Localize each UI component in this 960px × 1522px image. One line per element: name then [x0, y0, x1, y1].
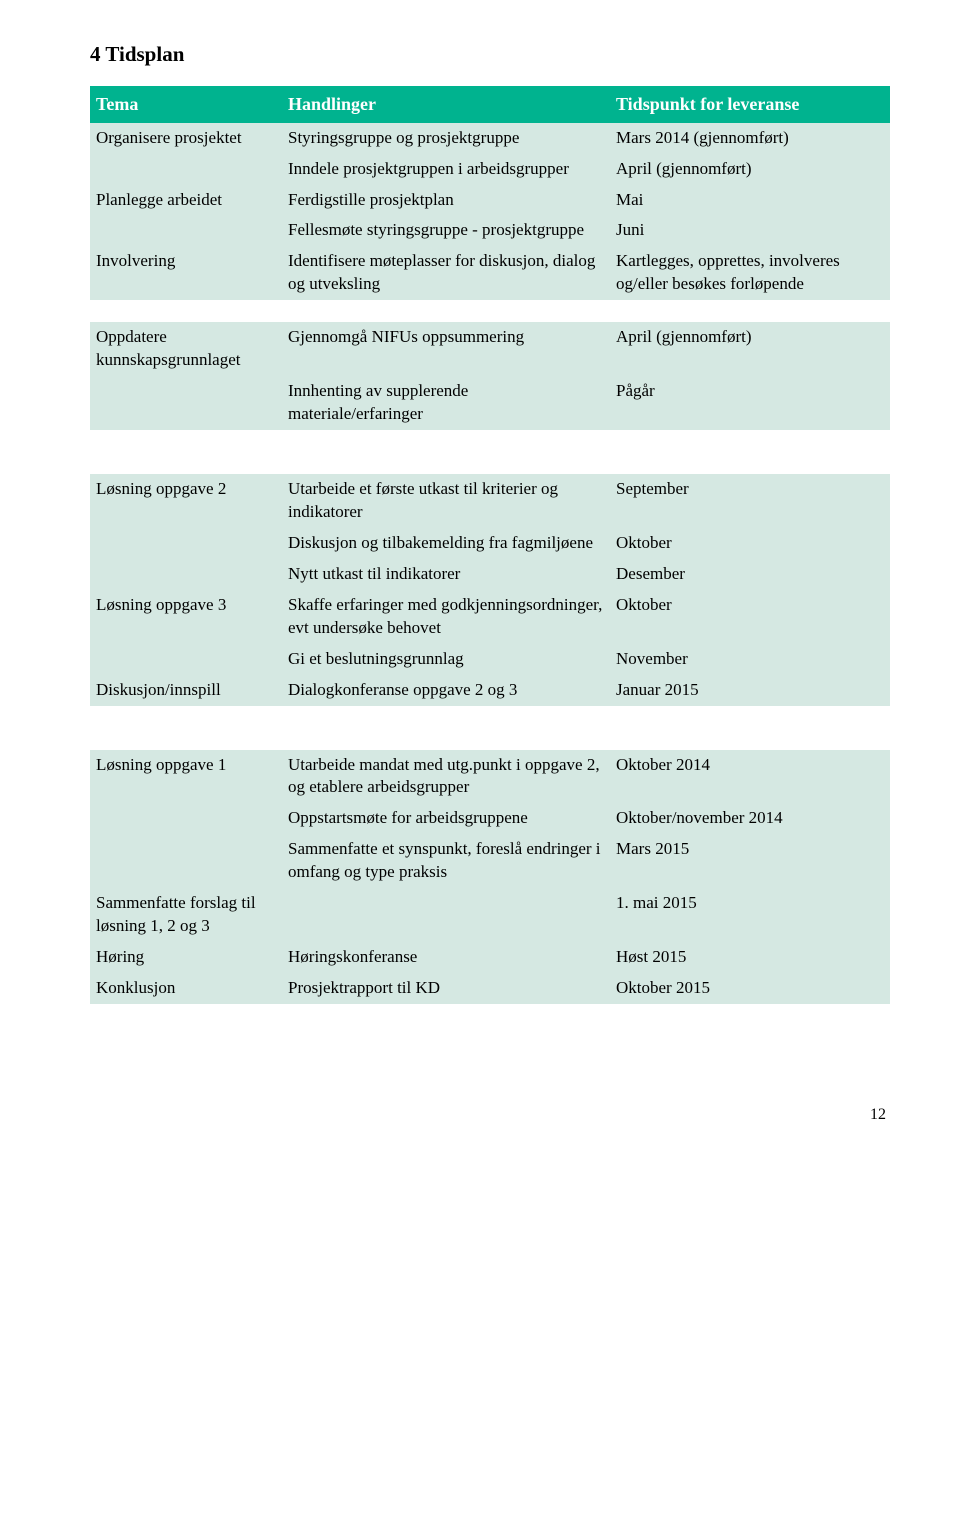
cell-handlinger [282, 888, 610, 942]
table-row: Nytt utkast til indikatorer Desember [90, 559, 890, 590]
spacer-row [90, 300, 890, 322]
table-row: Involvering Identifisere møteplasser for… [90, 246, 890, 300]
table-row: Sammenfatte et synspunkt, foreslå endrin… [90, 834, 890, 888]
cell-tema: Involvering [90, 246, 282, 300]
col-header-tidspunkt: Tidspunkt for leveranse [610, 86, 890, 122]
cell-handlinger: Innhenting av supplerende materiale/erfa… [282, 376, 610, 430]
cell-handlinger: Nytt utkast til indikatorer [282, 559, 610, 590]
table-row: Oppstartsmøte for arbeidsgruppene Oktobe… [90, 803, 890, 834]
cell-tema: Konklusjon [90, 973, 282, 1004]
col-header-handlinger: Handlinger [282, 86, 610, 122]
table-row: Løsning oppgave 1 Utarbeide mandat med u… [90, 750, 890, 804]
table-header-row: Tema Handlinger Tidspunkt for leveranse [90, 86, 890, 122]
page-number: 12 [90, 1104, 890, 1126]
cell-tema: Løsning oppgave 3 [90, 590, 282, 644]
cell-handlinger: Sammenfatte et synspunkt, foreslå endrin… [282, 834, 610, 888]
table-row: Sammenfatte forslag til løsning 1, 2 og … [90, 888, 890, 942]
cell-tema: Løsning oppgave 1 [90, 750, 282, 804]
cell-tidspunkt: 1. mai 2015 [610, 888, 890, 942]
cell-tidspunkt: Pågår [610, 376, 890, 430]
cell-handlinger: Prosjektrapport til KD [282, 973, 610, 1004]
table-row: Oppdatere kunnskapsgrunnlaget Gjennomgå … [90, 322, 890, 376]
cell-tidspunkt: Høst 2015 [610, 942, 890, 973]
section-heading: 4 Tidsplan [90, 40, 890, 68]
cell-tidspunkt: Mars 2015 [610, 834, 890, 888]
cell-tema: Høring [90, 942, 282, 973]
cell-tidspunkt: April (gjennomført) [610, 154, 890, 185]
cell-handlinger: Styringsgruppe og prosjektgruppe [282, 123, 610, 154]
cell-tidspunkt: Januar 2015 [610, 675, 890, 706]
cell-tema: Sammenfatte forslag til løsning 1, 2 og … [90, 888, 282, 942]
cell-tidspunkt: September [610, 474, 890, 528]
cell-handlinger: Ferdigstille prosjektplan [282, 185, 610, 216]
cell-tidspunkt: Mai [610, 185, 890, 216]
cell-tidspunkt: November [610, 644, 890, 675]
cell-tidspunkt: Oktober 2014 [610, 750, 890, 804]
cell-handlinger: Identifisere møteplasser for diskusjon, … [282, 246, 610, 300]
cell-handlinger: Dialogkonferanse oppgave 2 og 3 [282, 675, 610, 706]
cell-tema [90, 559, 282, 590]
table-row: Løsning oppgave 3 Skaffe erfaringer med … [90, 590, 890, 644]
table-row: Diskusjon/innspill Dialogkonferanse oppg… [90, 675, 890, 706]
cell-tidspunkt: Oktober 2015 [610, 973, 890, 1004]
col-header-tema: Tema [90, 86, 282, 122]
cell-handlinger: Utarbeide et første utkast til kriterier… [282, 474, 610, 528]
table-row: Innhenting av supplerende materiale/erfa… [90, 376, 890, 430]
cell-tema [90, 376, 282, 430]
cell-tema: Diskusjon/innspill [90, 675, 282, 706]
cell-tema [90, 644, 282, 675]
cell-handlinger: Inndele prosjektgruppen i arbeidsgrupper [282, 154, 610, 185]
cell-handlinger: Oppstartsmøte for arbeidsgruppene [282, 803, 610, 834]
spacer-row [90, 728, 890, 750]
cell-tidspunkt: Kartlegges, opprettes, involveres og/ell… [610, 246, 890, 300]
tidsplan-table: Tema Handlinger Tidspunkt for leveranse … [90, 86, 890, 1004]
cell-tema: Løsning oppgave 2 [90, 474, 282, 528]
cell-tema [90, 154, 282, 185]
table-row: Diskusjon og tilbakemelding fra fagmiljø… [90, 528, 890, 559]
cell-handlinger: Gi et beslutningsgrunnlag [282, 644, 610, 675]
cell-handlinger: Utarbeide mandat med utg.punkt i oppgave… [282, 750, 610, 804]
cell-tidspunkt: Oktober/november 2014 [610, 803, 890, 834]
table-row: Fellesmøte styringsgruppe - prosjektgrup… [90, 215, 890, 246]
table-row: Gi et beslutningsgrunnlag November [90, 644, 890, 675]
cell-tidspunkt: Mars 2014 (gjennomført) [610, 123, 890, 154]
cell-tema: Planlegge arbeidet [90, 185, 282, 216]
spacer-row [90, 430, 890, 452]
cell-tema: Oppdatere kunnskapsgrunnlaget [90, 322, 282, 376]
table-row: Planlegge arbeidet Ferdigstille prosjekt… [90, 185, 890, 216]
table-row: Høring Høringskonferanse Høst 2015 [90, 942, 890, 973]
table-row: Inndele prosjektgruppen i arbeidsgrupper… [90, 154, 890, 185]
cell-tidspunkt: Oktober [610, 590, 890, 644]
cell-handlinger: Fellesmøte styringsgruppe - prosjektgrup… [282, 215, 610, 246]
cell-handlinger: Gjennomgå NIFUs oppsummering [282, 322, 610, 376]
table-row: Organisere prosjektet Styringsgruppe og … [90, 123, 890, 154]
cell-tema [90, 803, 282, 834]
table-row: Konklusjon Prosjektrapport til KD Oktobe… [90, 973, 890, 1004]
cell-tema [90, 528, 282, 559]
spacer-row [90, 452, 890, 474]
cell-handlinger: Høringskonferanse [282, 942, 610, 973]
cell-tidspunkt: Oktober [610, 528, 890, 559]
table-row: Løsning oppgave 2 Utarbeide et første ut… [90, 474, 890, 528]
cell-handlinger: Skaffe erfaringer med godkjenningsordnin… [282, 590, 610, 644]
cell-handlinger: Diskusjon og tilbakemelding fra fagmiljø… [282, 528, 610, 559]
spacer-row [90, 706, 890, 728]
cell-tema [90, 215, 282, 246]
cell-tidspunkt: April (gjennomført) [610, 322, 890, 376]
cell-tema [90, 834, 282, 888]
cell-tema: Organisere prosjektet [90, 123, 282, 154]
cell-tidspunkt: Desember [610, 559, 890, 590]
cell-tidspunkt: Juni [610, 215, 890, 246]
